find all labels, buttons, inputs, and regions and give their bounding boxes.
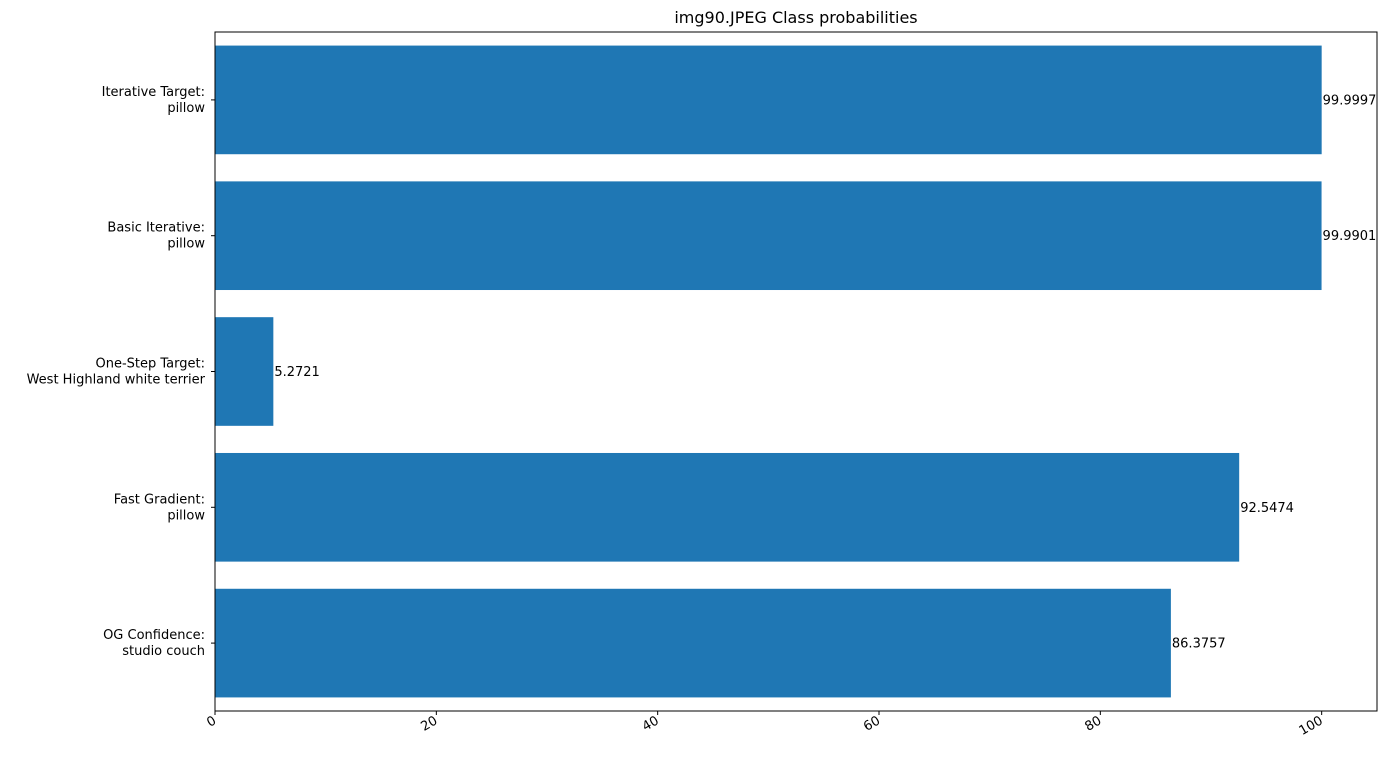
x-tick-label: 0 xyxy=(204,713,219,730)
category-label-line: pillow xyxy=(167,101,205,116)
category-label: Iterative Target: pillow xyxy=(102,85,206,116)
x-tick-label: 100 xyxy=(1297,713,1326,738)
data-labels: 86.3757 92.5474 5.2721 99.9901 99.9997 xyxy=(274,93,1376,651)
data-label: 92.5474 xyxy=(1240,501,1294,516)
category-label-line: OG Confidence: xyxy=(103,628,205,643)
plot-frame xyxy=(214,31,1378,712)
category-label-line: Fast Gradient: xyxy=(114,492,205,507)
x-tick-label: 20 xyxy=(419,713,441,734)
category-label-line: pillow xyxy=(167,508,205,523)
category-label-line: Iterative Target: xyxy=(102,85,205,100)
x-tick-label: 80 xyxy=(1083,713,1105,734)
chart-title: img90.JPEG Class probabilities xyxy=(674,8,917,27)
x-tick-label: 60 xyxy=(861,713,883,734)
bar xyxy=(215,45,1322,155)
category-label: One-Step Target: West Highland white terr… xyxy=(27,357,206,388)
bar xyxy=(215,588,1171,698)
data-label: 99.9901 xyxy=(1323,229,1377,244)
bar xyxy=(215,452,1240,562)
data-label: 5.2721 xyxy=(274,365,320,380)
bar xyxy=(215,317,274,426)
x-tick-label: 40 xyxy=(640,713,662,734)
data-label: 86.3757 xyxy=(1172,637,1226,652)
data-label: 99.9997 xyxy=(1323,93,1377,108)
bar xyxy=(215,181,1322,291)
bars-group xyxy=(215,45,1322,698)
category-label-line: studio couch xyxy=(122,644,205,659)
category-label-line: pillow xyxy=(167,237,205,252)
category-label: OG Confidence: studio couch xyxy=(103,628,205,659)
category-label: Basic Iterative: pillow xyxy=(107,221,205,252)
y-axis-labels: OG Confidence: studio couch Fast Gradient:… xyxy=(27,85,215,659)
category-label-line: West Highland white terrier xyxy=(27,373,206,388)
x-axis-ticks: 0 20 40 60 80 100 xyxy=(204,711,1326,739)
category-label: Fast Gradient: pillow xyxy=(114,492,206,523)
category-label-line: Basic Iterative: xyxy=(107,221,205,236)
category-label-line: One-Step Target: xyxy=(96,357,206,372)
